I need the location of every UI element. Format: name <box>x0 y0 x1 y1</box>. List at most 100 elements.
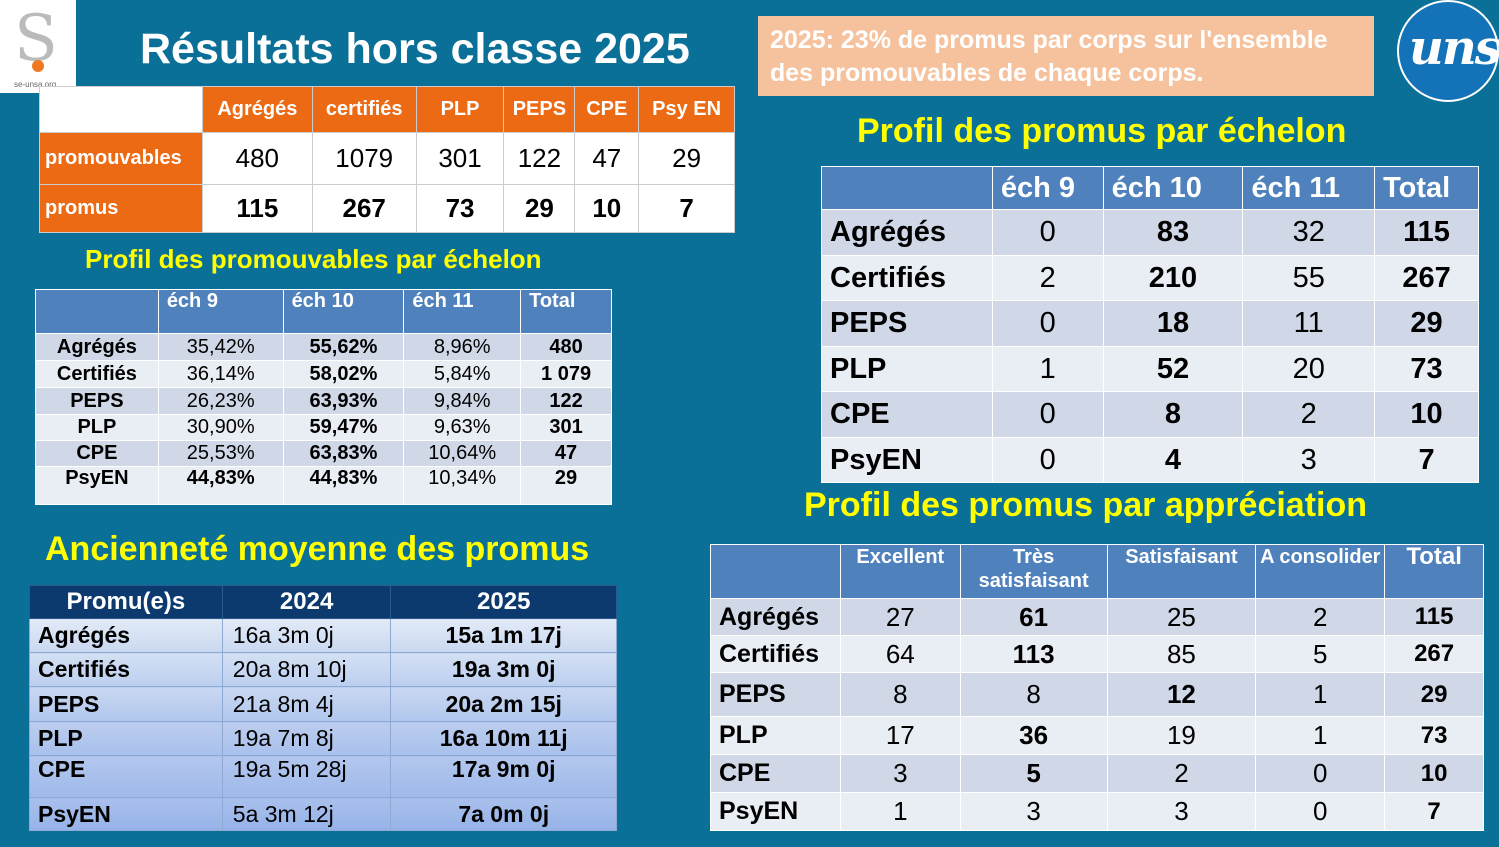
table-cell: 0 <box>1255 792 1386 831</box>
promouvables-header: éch 11 <box>403 289 522 334</box>
table-cell: 113 <box>959 635 1108 673</box>
table-cell: 44,83% <box>282 466 405 505</box>
table-cell: 7 <box>1374 437 1479 483</box>
table-row: PsyEN 5a 3m 12j 7a 0m 0j <box>29 797 617 831</box>
table-cell: 11 <box>1242 300 1376 347</box>
table-row: Certifiés 64 113 85 5 267 <box>710 635 1484 673</box>
row-label: Certifiés <box>710 635 841 673</box>
table-cell: 29 <box>520 466 612 505</box>
table-cell: 10,64% <box>403 440 522 467</box>
summary-header: PEPS <box>503 86 576 133</box>
table-cell: 35,42% <box>157 333 284 361</box>
table-cell: 47 <box>520 440 612 467</box>
row-label: PLP <box>29 721 223 756</box>
summary-row-label: promus <box>39 184 203 233</box>
unsa-logo: unsa <box>1397 0 1499 102</box>
promouvables-profile-title: Profil des promouvables par échelon <box>85 244 542 274</box>
row-label: Certifiés <box>821 255 993 301</box>
promus-appreciation-header: Total <box>1384 544 1484 599</box>
table-cell: 29 <box>1374 300 1479 347</box>
se-unsa-logo: S se-unsa.org <box>0 0 76 93</box>
table-cell: 20 <box>1242 346 1376 392</box>
row-label: Certifiés <box>35 360 159 388</box>
table-row: PEPS 21a 8m 4j 20a 2m 15j <box>29 686 617 722</box>
table-cell: 36,14% <box>157 360 284 388</box>
table-cell: 19a 7m 8j <box>221 721 392 756</box>
table-cell: 25 <box>1106 598 1257 636</box>
table-cell: 15a 1m 17j <box>390 618 617 653</box>
table-cell: 20a 8m 10j <box>221 652 392 687</box>
row-label: PEPS <box>35 387 159 415</box>
row-label: PsyEN <box>710 792 841 831</box>
table-cell: 64 <box>839 635 961 673</box>
row-label: CPE <box>35 440 159 467</box>
promus-echelon-title: Profil des promus par échelon <box>857 112 1347 150</box>
table-cell: 36 <box>959 716 1108 755</box>
table-row: PEPS 26,23% 63,93% 9,84% 122 <box>35 387 612 415</box>
table-cell: 21a 8m 4j <box>221 686 392 722</box>
table-cell: 115 <box>1374 209 1479 256</box>
table-cell: 8 <box>959 672 1108 717</box>
summary-cell: 29 <box>638 132 735 185</box>
note-box: 2025: 23% de promus par corps sur l'ense… <box>758 16 1374 96</box>
promus-appreciation-header: Très satisfaisant <box>959 544 1108 599</box>
table-row: Certifiés 36,14% 58,02% 5,84% 1 079 <box>35 360 612 388</box>
anciennete-title: Ancienneté moyenne des promus <box>45 530 590 568</box>
promus-echelon-table: éch 9 éch 10 éch 11 Total Agrégés 0 83 3… <box>821 166 1479 483</box>
promus-appreciation-header: Excellent <box>839 544 961 599</box>
row-label: CPE <box>821 391 993 438</box>
summary-cell: 267 <box>311 184 417 233</box>
table-row: PEPS 0 18 11 29 <box>821 300 1479 347</box>
summary-row-label: promouvables <box>39 132 203 185</box>
table-cell: 8,96% <box>403 333 522 361</box>
table-cell: 2 <box>991 255 1104 301</box>
table-cell: 1 <box>991 346 1104 392</box>
table-row: PsyEN 0 4 3 7 <box>821 437 1479 483</box>
summary-cell: 301 <box>415 132 505 185</box>
summary-cell: 29 <box>503 184 576 233</box>
table-cell: 12 <box>1106 672 1257 717</box>
summary-cell: 73 <box>415 184 505 233</box>
table-cell: 61 <box>959 598 1108 636</box>
table-cell: 3 <box>959 792 1108 831</box>
table-cell: 1 <box>839 792 961 831</box>
se-unsa-logo-text: se-unsa.org <box>14 80 57 89</box>
table-cell: 20a 2m 15j <box>390 686 617 722</box>
table-cell: 3 <box>1106 792 1257 831</box>
row-label: CPE <box>710 754 841 793</box>
table-cell: 0 <box>991 437 1104 483</box>
promouvables-profile-table: éch 9 éch 10 éch 11 Total Agrégés 35,42%… <box>35 289 612 505</box>
row-label: Agrégés <box>710 598 841 636</box>
promus-appreciation-header-row: Excellent Très satisfaisant Satisfaisant… <box>710 544 1484 599</box>
anciennete-header-row: Promu(e)s 2024 2025 <box>29 585 617 619</box>
table-row: PLP 19a 7m 8j 16a 10m 11j <box>29 721 617 756</box>
anciennete-header: 2025 <box>390 585 617 619</box>
summary-row-promus: promus 115 267 73 29 10 7 <box>39 184 735 233</box>
table-cell: 29 <box>1384 672 1484 717</box>
row-label: PEPS <box>710 672 841 717</box>
row-label: PEPS <box>29 686 223 722</box>
table-cell: 4 <box>1102 437 1244 483</box>
table-cell: 10 <box>1374 391 1479 438</box>
promouvables-header <box>35 289 159 334</box>
promus-appreciation-table: Excellent Très satisfaisant Satisfaisant… <box>710 544 1484 831</box>
summary-header: CPE <box>574 86 640 133</box>
table-cell: 1 079 <box>520 360 612 388</box>
table-row: PsyEN 44,83% 44,83% 10,34% 29 <box>35 466 612 505</box>
table-cell: 59,47% <box>282 414 405 441</box>
table-row: PsyEN 1 3 3 0 7 <box>710 792 1484 831</box>
table-row: Agrégés 35,42% 55,62% 8,96% 480 <box>35 333 612 361</box>
table-row: Agrégés 0 83 32 115 <box>821 209 1479 256</box>
table-row: PLP 17 36 19 1 73 <box>710 716 1484 755</box>
summary-header: Psy EN <box>638 86 735 133</box>
table-cell: 16a 10m 11j <box>390 721 617 756</box>
table-cell: 5 <box>959 754 1108 793</box>
table-cell: 83 <box>1102 209 1244 256</box>
table-row: Certifiés 2 210 55 267 <box>821 255 1479 301</box>
summary-cell: 480 <box>201 132 313 185</box>
table-cell: 0 <box>991 391 1104 438</box>
table-cell: 55 <box>1242 255 1376 301</box>
summary-header: Agrégés <box>201 86 313 133</box>
summary-cell: 7 <box>638 184 735 233</box>
table-cell: 85 <box>1106 635 1257 673</box>
